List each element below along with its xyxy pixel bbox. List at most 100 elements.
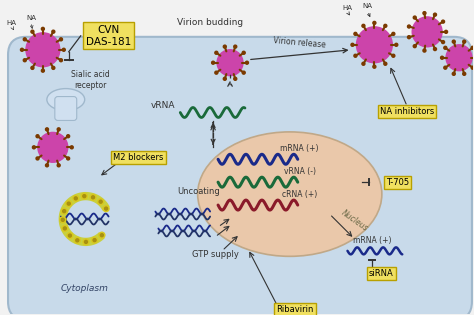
- Circle shape: [217, 50, 243, 76]
- Circle shape: [70, 146, 73, 149]
- Circle shape: [444, 66, 447, 69]
- Circle shape: [74, 237, 80, 243]
- Circle shape: [99, 232, 105, 238]
- Circle shape: [26, 33, 60, 67]
- Text: vRNA (-): vRNA (-): [284, 167, 316, 176]
- Circle shape: [215, 51, 218, 54]
- Circle shape: [36, 135, 39, 138]
- Circle shape: [215, 71, 218, 74]
- Circle shape: [76, 239, 79, 242]
- Circle shape: [408, 25, 410, 28]
- Text: M2 blockers: M2 blockers: [113, 153, 164, 162]
- Circle shape: [103, 206, 109, 212]
- Circle shape: [82, 193, 87, 199]
- Circle shape: [395, 43, 398, 46]
- Text: siRNA: siRNA: [369, 269, 394, 278]
- Circle shape: [60, 38, 63, 41]
- Text: vRNA: vRNA: [151, 100, 175, 110]
- Text: mRNA (+): mRNA (+): [281, 144, 319, 153]
- Circle shape: [20, 48, 24, 51]
- Circle shape: [442, 41, 445, 43]
- Circle shape: [68, 234, 72, 237]
- Circle shape: [83, 239, 89, 245]
- Circle shape: [36, 157, 39, 160]
- Circle shape: [211, 61, 215, 64]
- Circle shape: [62, 48, 65, 51]
- Text: Ribavirin: Ribavirin: [276, 305, 313, 314]
- Circle shape: [446, 45, 472, 71]
- Circle shape: [351, 43, 354, 46]
- Text: mRNA (+): mRNA (+): [353, 236, 392, 245]
- Text: Virion budding: Virion budding: [177, 18, 243, 27]
- Circle shape: [66, 201, 72, 207]
- Circle shape: [246, 61, 248, 64]
- Ellipse shape: [198, 132, 382, 256]
- Text: Sialic acid
receptor: Sialic acid receptor: [71, 70, 110, 89]
- Circle shape: [223, 45, 226, 48]
- Circle shape: [41, 27, 45, 30]
- Circle shape: [60, 59, 63, 62]
- Text: CVN
DAS-181: CVN DAS-181: [86, 25, 131, 47]
- Circle shape: [408, 36, 410, 39]
- Circle shape: [67, 157, 70, 160]
- FancyBboxPatch shape: [8, 37, 472, 315]
- Text: GTP supply: GTP supply: [191, 250, 238, 259]
- Circle shape: [91, 237, 98, 243]
- Circle shape: [73, 195, 79, 201]
- Circle shape: [99, 200, 102, 203]
- Circle shape: [362, 62, 365, 65]
- Circle shape: [46, 128, 48, 131]
- Circle shape: [100, 234, 103, 237]
- FancyBboxPatch shape: [55, 97, 77, 120]
- Circle shape: [356, 27, 392, 63]
- Ellipse shape: [47, 89, 85, 111]
- Circle shape: [223, 77, 226, 80]
- Text: HA: HA: [343, 5, 353, 11]
- Circle shape: [60, 217, 66, 223]
- Circle shape: [373, 21, 376, 24]
- Circle shape: [234, 45, 237, 48]
- Circle shape: [412, 17, 442, 47]
- Circle shape: [463, 72, 466, 75]
- Circle shape: [413, 45, 416, 48]
- Circle shape: [452, 40, 455, 43]
- Circle shape: [31, 66, 34, 69]
- Circle shape: [67, 232, 73, 238]
- Circle shape: [373, 65, 376, 68]
- Circle shape: [392, 54, 395, 57]
- Circle shape: [452, 72, 455, 75]
- Text: Virion release: Virion release: [273, 36, 327, 50]
- Circle shape: [46, 164, 48, 167]
- Circle shape: [413, 16, 416, 19]
- Text: Uncoating: Uncoating: [177, 187, 219, 196]
- Text: NA inhibitors: NA inhibitors: [380, 107, 434, 116]
- Circle shape: [423, 12, 426, 14]
- Circle shape: [23, 59, 26, 62]
- Circle shape: [384, 62, 387, 65]
- Text: NA: NA: [26, 15, 36, 21]
- Circle shape: [434, 48, 437, 50]
- Circle shape: [93, 239, 96, 242]
- Circle shape: [57, 164, 60, 167]
- Circle shape: [471, 46, 474, 49]
- Text: Cytoplasm: Cytoplasm: [61, 284, 109, 293]
- Circle shape: [471, 66, 474, 69]
- Circle shape: [105, 207, 108, 210]
- Circle shape: [423, 49, 426, 52]
- Circle shape: [23, 38, 26, 41]
- Circle shape: [354, 32, 357, 35]
- Circle shape: [67, 202, 70, 205]
- Circle shape: [52, 66, 55, 69]
- Circle shape: [61, 218, 64, 221]
- Text: HA: HA: [6, 20, 16, 26]
- Circle shape: [64, 227, 66, 230]
- Circle shape: [63, 210, 66, 213]
- Circle shape: [62, 226, 68, 232]
- Circle shape: [392, 32, 395, 35]
- Circle shape: [242, 71, 245, 74]
- Text: NA: NA: [363, 3, 373, 9]
- Circle shape: [31, 30, 34, 33]
- Circle shape: [444, 46, 447, 49]
- Circle shape: [434, 13, 437, 16]
- Circle shape: [98, 199, 104, 205]
